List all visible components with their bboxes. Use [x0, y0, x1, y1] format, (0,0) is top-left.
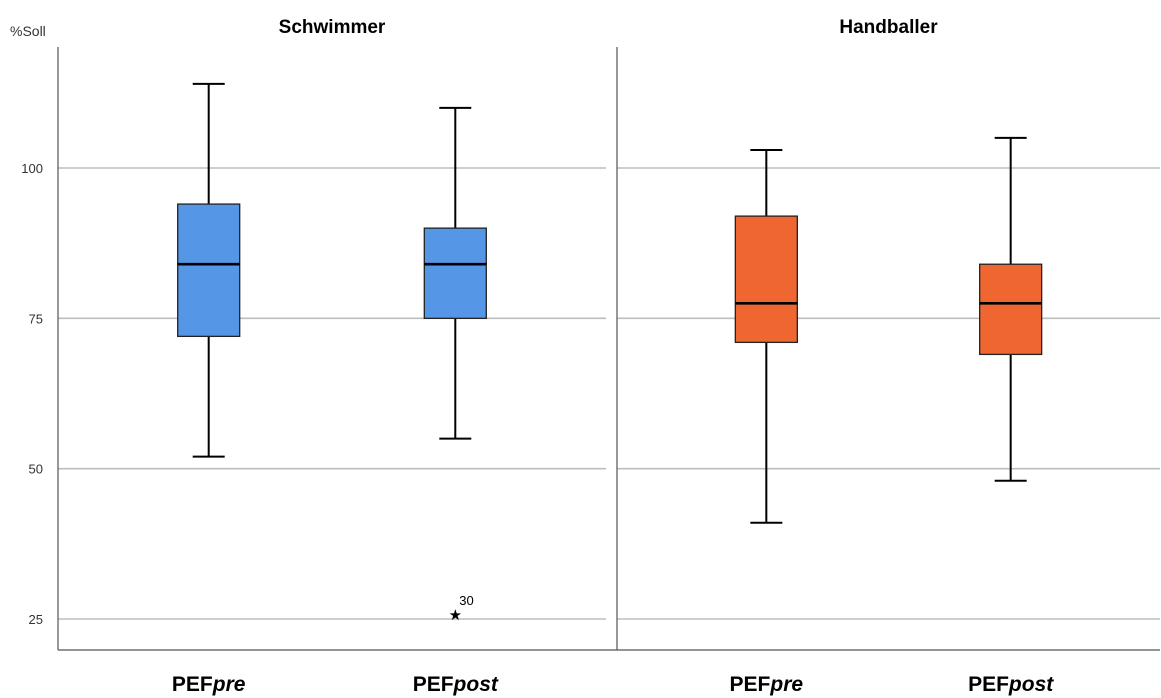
boxes: ★30 — [177, 82, 1043, 624]
category-label: PEFpre — [172, 673, 246, 696]
box-iqr — [177, 203, 241, 338]
outlier-label: 30 — [459, 593, 473, 608]
panel-frames — [57, 47, 1160, 651]
panel-title: Schwimmer — [279, 17, 386, 38]
y-tick-label: 25 — [29, 612, 43, 627]
box-1-2: ★30 — [423, 106, 487, 624]
labels: 25 50 75 100 %Soll Schwimmer PEFpre PEFpost Hand… — [10, 17, 1054, 696]
box-iqr — [423, 227, 487, 319]
box-2-2 — [979, 136, 1043, 482]
y-tick-label: 75 — [29, 311, 43, 326]
gridlines — [58, 167, 1160, 620]
category-label: PEFpre — [730, 673, 804, 696]
y-axis-label: %Soll — [10, 23, 46, 39]
y-tick-label: 50 — [29, 462, 43, 477]
category-label: PEFpost — [968, 673, 1054, 696]
box-iqr — [734, 215, 798, 344]
panel-title: Handballer — [839, 17, 938, 38]
outlier-marker: ★ — [449, 606, 462, 624]
box-2-1 — [734, 148, 798, 524]
category-label: PEFpost — [413, 673, 499, 696]
y-tick-label: 100 — [21, 161, 43, 176]
box-iqr — [979, 263, 1043, 356]
box-1-1 — [177, 82, 241, 458]
